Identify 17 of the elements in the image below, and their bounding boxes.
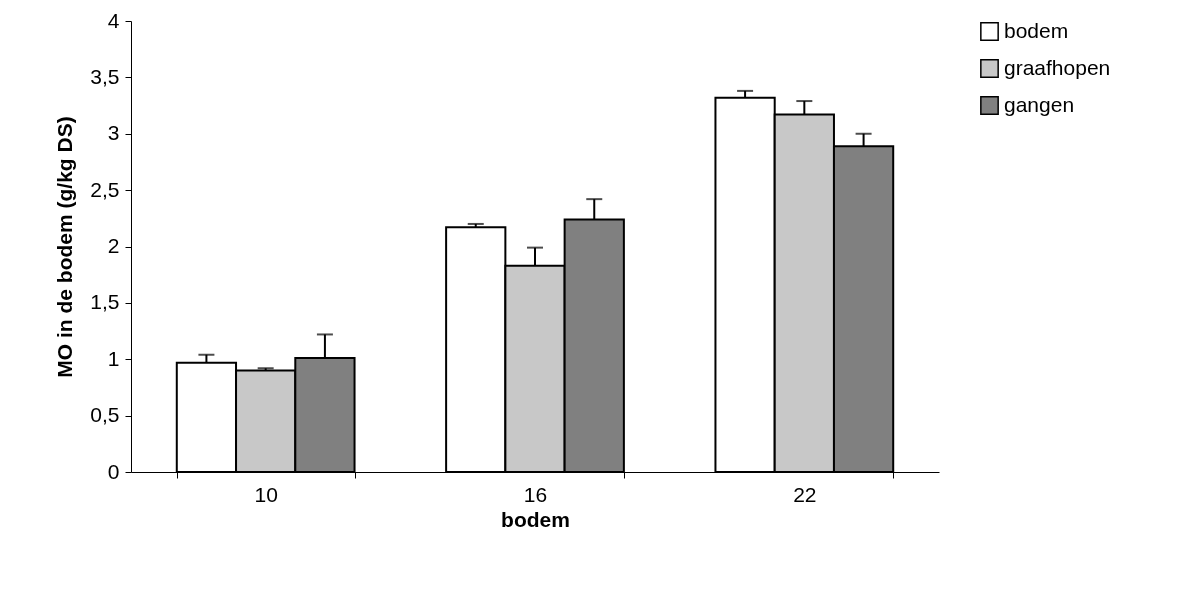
y-tick-label: 3,5: [90, 64, 120, 88]
y-tick-label: 0,5: [90, 403, 120, 427]
y-tick-label: 2: [107, 234, 120, 257]
x-tick-label: 10: [254, 482, 278, 506]
legend-label: gangen: [1004, 92, 1075, 116]
y-tick-label: 1: [107, 346, 120, 370]
x-tick-label: 16: [523, 482, 548, 506]
y-tick-label: 1,5: [90, 290, 120, 314]
y-tick-label: 2,5: [90, 177, 120, 201]
y-tick-label: 4: [107, 8, 120, 32]
y-axis-title: MO in de bodem (g/kg DS): [53, 116, 77, 378]
y-tick-label: 3: [107, 121, 120, 145]
x-tick-label: 22: [793, 482, 817, 506]
x-axis-title: bodem: [501, 507, 570, 531]
legend-label: graafhopen: [1004, 55, 1111, 79]
y-tick-label: 0: [107, 459, 120, 483]
legend-label: bodem: [1004, 18, 1069, 42]
